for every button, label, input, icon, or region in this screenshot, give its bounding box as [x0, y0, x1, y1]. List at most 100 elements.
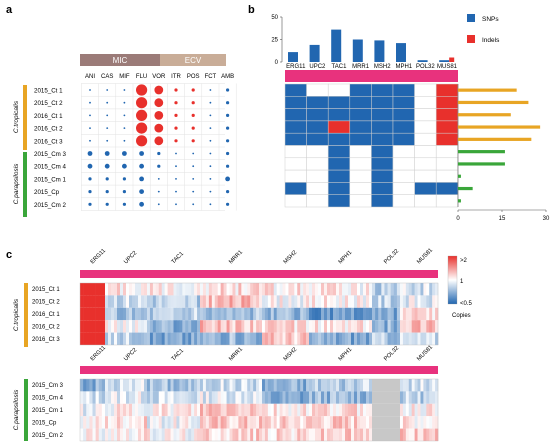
heatmap-cell: [405, 416, 410, 429]
heatmap-cell: [375, 283, 379, 296]
heatmap-cell: [135, 403, 139, 417]
indel-bar-mus81: [449, 57, 455, 62]
heatmap-cell: [291, 416, 295, 429]
heatmap-cell: [188, 320, 192, 333]
heatmap-cell: [411, 332, 415, 345]
mic-dot: [122, 163, 127, 169]
heatmap-cell: [202, 379, 207, 392]
heatmap-cell: [182, 307, 186, 321]
heatmap-cell: [132, 416, 136, 429]
heatmap-cell: [315, 332, 319, 345]
heatmap-cell: [188, 391, 192, 404]
sample-mutation-bar: [458, 100, 529, 105]
heatmap-cell: [83, 391, 87, 404]
mic-dot: [106, 89, 109, 91]
drug-label-amb: AMB: [221, 74, 234, 80]
heatmap-cell: [267, 428, 272, 441]
heatmap-cell: [205, 391, 210, 404]
mic-dot: [174, 139, 178, 143]
heatmap-cell: [170, 295, 174, 308]
heatmap-cell: [369, 295, 373, 308]
heatmap-cell: [259, 283, 263, 296]
heatmap-cell: [241, 403, 245, 417]
heatmap-cell: [176, 379, 180, 392]
heatmap-cell: [432, 307, 436, 321]
heatmap-cell: [400, 332, 404, 345]
mutation-cell: [284, 132, 307, 146]
heatmap-cell: [381, 283, 385, 296]
mutation-cell: [435, 169, 459, 183]
heatmap-cell: [321, 391, 325, 404]
heatmap-cell: [161, 320, 165, 333]
heatmap-cell: [387, 320, 391, 333]
heatmap-cell: [173, 332, 177, 345]
heatmap-cell: [411, 391, 415, 404]
heatmap-cell: [291, 332, 295, 345]
heatmap-cell: [297, 391, 301, 404]
heatmap-cell: [208, 283, 213, 296]
heatmap-cell: [220, 403, 224, 417]
heatmap-cell: [173, 428, 177, 441]
heatmap-cell: [229, 283, 233, 296]
mic-dot: [209, 139, 212, 142]
heatmap-cell: [250, 379, 254, 392]
heatmap-cell: [126, 320, 130, 333]
mic-dot: [209, 127, 212, 129]
heatmap-cell: [259, 428, 263, 441]
heatmap-cell: [264, 283, 269, 296]
heatmap-cell: [294, 295, 298, 308]
heatmap-cell: [405, 307, 410, 321]
heatmap-cell: [247, 295, 251, 308]
heatmap-cell: [387, 332, 391, 345]
heatmap-cell: [432, 320, 436, 333]
heatmap-cell: [235, 332, 239, 345]
heatmap-cell: [149, 332, 154, 345]
species-label-tropicalis: C.tropicalis: [13, 100, 20, 133]
heatmap-cell: [288, 332, 292, 345]
heatmap-cell: [108, 403, 112, 417]
heatmap-cell: [300, 391, 304, 404]
heatmap-cell: [135, 283, 139, 296]
heatmap-cell: [288, 403, 292, 417]
heatmap-cell: [420, 403, 424, 417]
heatmap-cell: [92, 403, 96, 417]
heatmap-cell: [369, 320, 373, 333]
heatmap-cell: [402, 379, 407, 392]
heatmap-cell: [149, 295, 154, 308]
heatmap-gene-label: MSH2: [283, 347, 299, 363]
heatmap-gene-label: UPC2: [123, 347, 138, 362]
heatmap-cell: [123, 428, 127, 441]
heatmap-cell: [238, 283, 242, 296]
species-label-parapsilosis-c: C.parapsilosis: [13, 389, 20, 431]
heatmap-cell: [253, 307, 257, 321]
heatmap-cell: [423, 295, 427, 308]
heatmap-cell: [414, 283, 418, 296]
gene-label-mrr1: MRR1: [352, 64, 370, 70]
heatmap-cell: [297, 428, 301, 441]
heatmap-cell: [414, 428, 418, 441]
heatmap-cell: [200, 428, 204, 441]
heatmap-cell: [408, 403, 412, 417]
heatmap-cell: [411, 403, 415, 417]
heatmap-cell: [226, 391, 230, 404]
mutation-cell: [392, 83, 415, 97]
heatmap-cell: [170, 307, 174, 321]
heatmap-cell: [267, 283, 272, 296]
heatmap-cell: [95, 295, 100, 308]
mic-header-box: [80, 54, 160, 66]
mutation-cell: [349, 83, 372, 97]
heatmap-cell: [211, 379, 216, 392]
heatmap-cell: [250, 283, 254, 296]
heatmap-gene-label: MPH1: [338, 347, 354, 363]
heatmap-cell: [400, 307, 404, 321]
gene-track-bar: [285, 70, 458, 82]
heatmap-sample-label: 2015_Cm 3: [32, 383, 64, 389]
heatmap-cell: [179, 332, 183, 345]
heatmap-cell: [217, 379, 221, 392]
heatmap-cell: [351, 295, 355, 308]
heatmap-cell: [144, 416, 148, 429]
heatmap-cell: [357, 332, 361, 345]
heatmap-cell: [105, 379, 109, 392]
heatmap-cell: [273, 295, 277, 308]
heatmap-border: [79, 378, 439, 442]
